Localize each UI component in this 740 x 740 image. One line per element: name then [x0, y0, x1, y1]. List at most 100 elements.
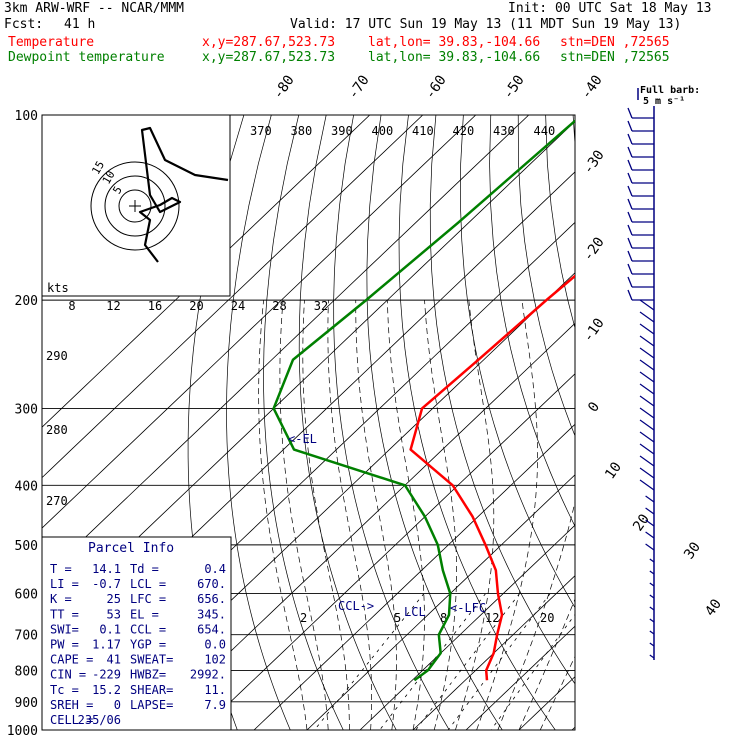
valid-time: Valid: 17 UTC Sun 19 May 13 (11 MDT Sun …: [290, 17, 682, 32]
pressure-tick-label: 300: [15, 402, 38, 417]
parcel-info-key: CAPE =: [50, 653, 93, 667]
isotherm-line: [200, 373, 575, 730]
parcel-info-value: 15.2: [92, 683, 121, 697]
isotherm-tick-label: -70: [345, 72, 373, 102]
theta-side-label: 290: [46, 349, 68, 363]
pressure-tick-label: 200: [15, 294, 38, 309]
parcel-info-value: 7.9: [204, 698, 226, 712]
wind-barb: [627, 211, 633, 223]
parcel-info-key: Tc =: [50, 683, 79, 697]
parcel-info-key: Td =: [130, 562, 159, 576]
wind-scale-label: 20: [189, 299, 203, 313]
wind-barb: [627, 289, 633, 301]
parcel-info-value: 670.: [197, 577, 226, 591]
wind-barb: [639, 347, 655, 359]
wind-barb: [649, 570, 655, 575]
parcel-info-value: 41: [107, 653, 121, 667]
moist-adiabat-line: [539, 655, 575, 730]
wind-barb: [645, 507, 655, 515]
wind-barb: [649, 618, 655, 623]
theta-label: 440: [534, 124, 556, 138]
temperature-legend: Temperature: [8, 35, 95, 50]
dewpoint-legend: Dewpoint temperature: [8, 50, 165, 65]
wind-barb: [649, 630, 655, 635]
wind-barb: [645, 543, 655, 551]
wind-barb: [639, 383, 655, 395]
wind-scale-label: 8: [68, 299, 75, 313]
parcel-info-key: K =: [50, 592, 72, 606]
parcel-info-value: 0.0: [204, 638, 226, 652]
parcel-info-key: EL =: [130, 607, 159, 621]
parcel-info-title: Parcel Info: [88, 541, 174, 556]
wind-barb: [639, 335, 655, 347]
isotherm-tick-label: -50: [500, 72, 528, 102]
temperature-latlon: lat,lon= 39.83,-104.66: [368, 35, 541, 50]
wind-barb: [649, 606, 655, 611]
isotherm-line: [625, 115, 740, 730]
pressure-tick-label: 800: [15, 664, 38, 679]
parcel-info-value: 11.: [204, 683, 226, 697]
wind-scale-label: 32: [314, 299, 328, 313]
dry-adiabat-line: [366, 115, 503, 730]
isotherm-tick-label: -10: [580, 315, 608, 345]
parcel-info-key: SREH =: [50, 698, 93, 712]
parcel-info-key: PW =: [50, 638, 79, 652]
wind-barb: [627, 107, 633, 119]
theta-label: 380: [291, 124, 313, 138]
parcel-info-value: 0.1: [99, 622, 121, 636]
wind-barb: [649, 642, 655, 647]
parcel-info-key: T =: [50, 562, 72, 576]
isotherm-tick-label: 30: [681, 539, 704, 562]
parcel-annotation: LCL: [404, 605, 426, 619]
parcel-info-key: HWBZ=: [130, 668, 166, 682]
init-time: Init: 00 UTC Sat 18 May 13: [508, 1, 712, 16]
parcel-info-value: 235/06: [78, 713, 121, 727]
wind-barb: [649, 582, 655, 587]
parcel-info-value: 14.1: [92, 562, 121, 576]
parcel-info-value: 53: [107, 607, 121, 621]
dry-adiabat-line: [601, 115, 740, 730]
wind-scale-label: 28: [272, 299, 286, 313]
mixing-ratio-label: 2: [300, 611, 307, 625]
moist-adiabat-line: [387, 300, 425, 730]
moist-adiabat-line: [424, 300, 457, 730]
dry-adiabat-line: [398, 115, 556, 730]
wind-barb: [639, 359, 655, 371]
wind-barb: [645, 531, 655, 539]
wind-scale-label: 12: [106, 299, 120, 313]
isotherm-tick-label: -30: [580, 147, 608, 177]
parcel-info-value: 656.: [197, 592, 226, 606]
isotherm-line: [42, 115, 477, 529]
pressure-tick-label: 500: [15, 539, 38, 554]
parcel-info-value: 25: [107, 592, 121, 606]
wind-barb: [627, 120, 633, 132]
moist-adiabat-line: [302, 300, 350, 730]
isotherm-line: [306, 474, 575, 730]
fcst-value: 41 h: [64, 17, 96, 32]
pressure-tick-label: 1000: [7, 724, 38, 739]
dry-adiabat-line: [683, 115, 740, 730]
hodograph-ring: [118, 189, 152, 223]
hodograph-ring-label: 10: [100, 169, 118, 187]
kts-label: kts: [47, 281, 69, 295]
moist-adiabat-line: [355, 300, 397, 730]
temperature-stn: stn=DEN ,72565: [560, 35, 670, 50]
isotherm-tick-label: -60: [422, 72, 450, 102]
parcel-info-key: TT =: [50, 607, 79, 621]
parcel-info-key: LFC =: [130, 592, 166, 606]
parcel-info-key: LAPSE=: [130, 698, 173, 712]
parcel-info-value: 654.: [197, 622, 226, 636]
hodograph-ring: [104, 175, 166, 237]
theta-side-label: 280: [46, 423, 68, 437]
parcel-info-key: CCL =: [130, 622, 166, 636]
parcel-info-key: CIN =: [50, 668, 86, 682]
pressure-tick-label: 700: [15, 629, 38, 644]
model-title: 3km ARW-WRF -- NCAR/MMM: [4, 1, 185, 16]
temperature-xy: x,y=287.67,523.73: [202, 35, 336, 50]
isotherm-line: [465, 625, 575, 730]
moist-adiabat-line: [497, 500, 575, 730]
dry-adiabat-line: [628, 115, 740, 730]
wind-barb: [639, 443, 655, 455]
mixing-ratio-label: 8: [440, 611, 447, 625]
dry-adiabat-line: [333, 115, 450, 730]
